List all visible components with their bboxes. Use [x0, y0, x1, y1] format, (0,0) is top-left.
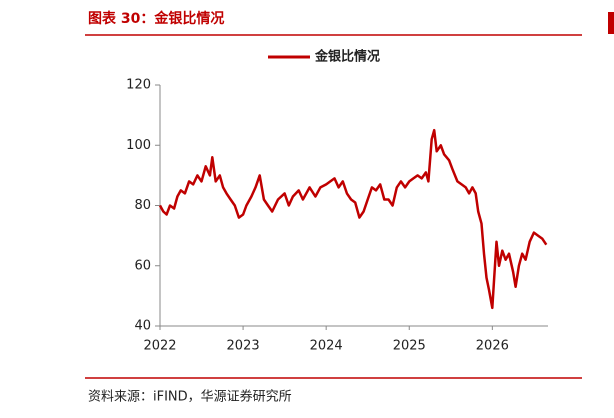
- edge-fragment: [608, 12, 614, 34]
- chart-title: 图表 30：金银比情况: [88, 10, 224, 27]
- x-tick-label: 2023: [227, 339, 260, 354]
- x-tick-label: 2026: [476, 339, 509, 354]
- series-line: [158, 128, 548, 310]
- y-tick-label: 60: [134, 258, 151, 273]
- y-tick-label: 80: [134, 198, 151, 213]
- x-tick-label: 2025: [393, 339, 426, 354]
- y-tick-label: 100: [126, 138, 151, 153]
- x-tick-label: 2024: [310, 339, 343, 354]
- y-tick-label: 120: [126, 78, 151, 93]
- source-note: 资料来源：iFIND，华源证券研究所: [88, 389, 292, 405]
- legend-label: 金银比情况: [314, 49, 380, 65]
- x-tick-label: 2022: [143, 339, 176, 354]
- y-tick-label: 40: [134, 319, 151, 334]
